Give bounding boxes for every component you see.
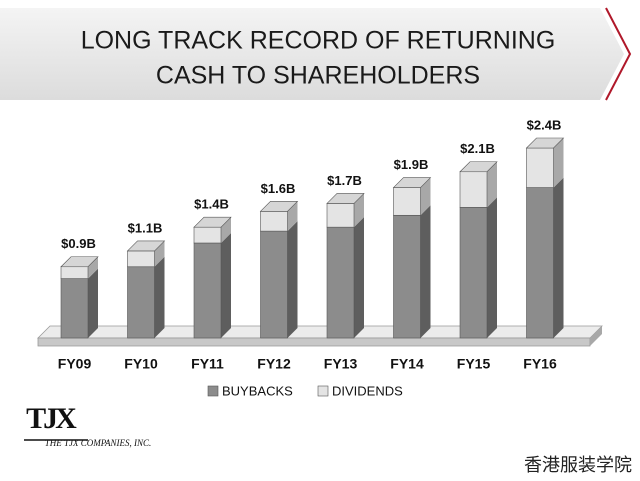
- x-tick-label: FY16: [523, 356, 557, 372]
- bar-side: [154, 256, 165, 338]
- bar-side: [553, 177, 564, 338]
- bar-top: [60, 256, 99, 268]
- bar-segment: [459, 171, 488, 208]
- total-label: $1.1B: [128, 220, 163, 235]
- x-tick-label: FY15: [457, 356, 491, 372]
- bar-top: [126, 240, 166, 252]
- logo-mark: TJX: [26, 402, 77, 435]
- bar-side: [553, 138, 564, 188]
- bar-side: [487, 197, 497, 338]
- bar-top: [259, 201, 299, 212]
- total-label: $1.7B: [327, 173, 362, 188]
- bar-top: [326, 193, 365, 204]
- bar-side: [420, 177, 431, 216]
- logo-name: THE TJX COMPANIES, INC.: [45, 438, 152, 448]
- x-tick-label: FY10: [124, 356, 158, 372]
- bar-segment: [526, 147, 554, 188]
- x-tick-label: FY13: [324, 356, 358, 372]
- floor-top: [37, 325, 603, 339]
- legend-label: DIVIDENDS: [332, 383, 403, 398]
- total-label: $1.6B: [261, 181, 296, 196]
- bar-segment: [459, 207, 488, 339]
- bar-top: [525, 137, 565, 149]
- bar-side: [221, 233, 231, 338]
- total-label: $1.4B: [194, 197, 229, 212]
- bar-segment: [127, 266, 155, 339]
- banner-chevron: [605, 7, 632, 101]
- bar-top: [392, 177, 432, 188]
- bar-segment: [193, 226, 222, 244]
- x-tick-label: FY09: [58, 356, 92, 372]
- total-label: $2.1B: [460, 141, 495, 156]
- bar-segment: [326, 203, 355, 228]
- bar-side: [221, 217, 231, 243]
- bar-segment: [60, 266, 89, 279]
- bar-segment: [260, 211, 288, 232]
- bar-top: [193, 216, 232, 228]
- bar-top: [459, 161, 498, 173]
- bar-side: [420, 205, 431, 338]
- bar-segment: [60, 278, 89, 339]
- bar-segment: [193, 242, 222, 339]
- total-label: $0.9B: [61, 236, 96, 251]
- bar-side: [354, 217, 364, 338]
- x-tick-label: FY14: [390, 356, 424, 372]
- bar-side: [354, 193, 364, 228]
- floor-side: [590, 326, 602, 346]
- bar-side: [487, 161, 497, 208]
- bar-side: [88, 268, 98, 338]
- title-banner: [0, 8, 624, 100]
- watermark: 香港服装学院: [524, 455, 632, 476]
- bar-segment: [393, 187, 421, 216]
- legend-swatch: [317, 385, 329, 397]
- bar-side: [88, 256, 98, 279]
- x-tick-label: FY11: [191, 356, 224, 372]
- bar-side: [287, 201, 298, 232]
- x-tick-label: FY12: [257, 356, 291, 372]
- bar-segment: [326, 226, 355, 339]
- total-label: $1.9B: [394, 157, 429, 172]
- floor-front: [37, 337, 591, 347]
- chart-title: LONG TRACK RECORD OF RETURNING: [81, 27, 556, 55]
- total-label: $2.4B: [527, 117, 562, 132]
- bar-segment: [127, 250, 155, 268]
- bar-segment: [393, 214, 421, 339]
- bar-side: [154, 240, 165, 267]
- bar-side: [287, 221, 298, 338]
- bar-segment: [260, 230, 288, 339]
- legend-swatch: [207, 385, 219, 397]
- legend-label: BUYBACKS: [222, 383, 293, 398]
- bar-segment: [526, 187, 554, 339]
- chart-title: CASH TO SHAREHOLDERS: [156, 62, 480, 90]
